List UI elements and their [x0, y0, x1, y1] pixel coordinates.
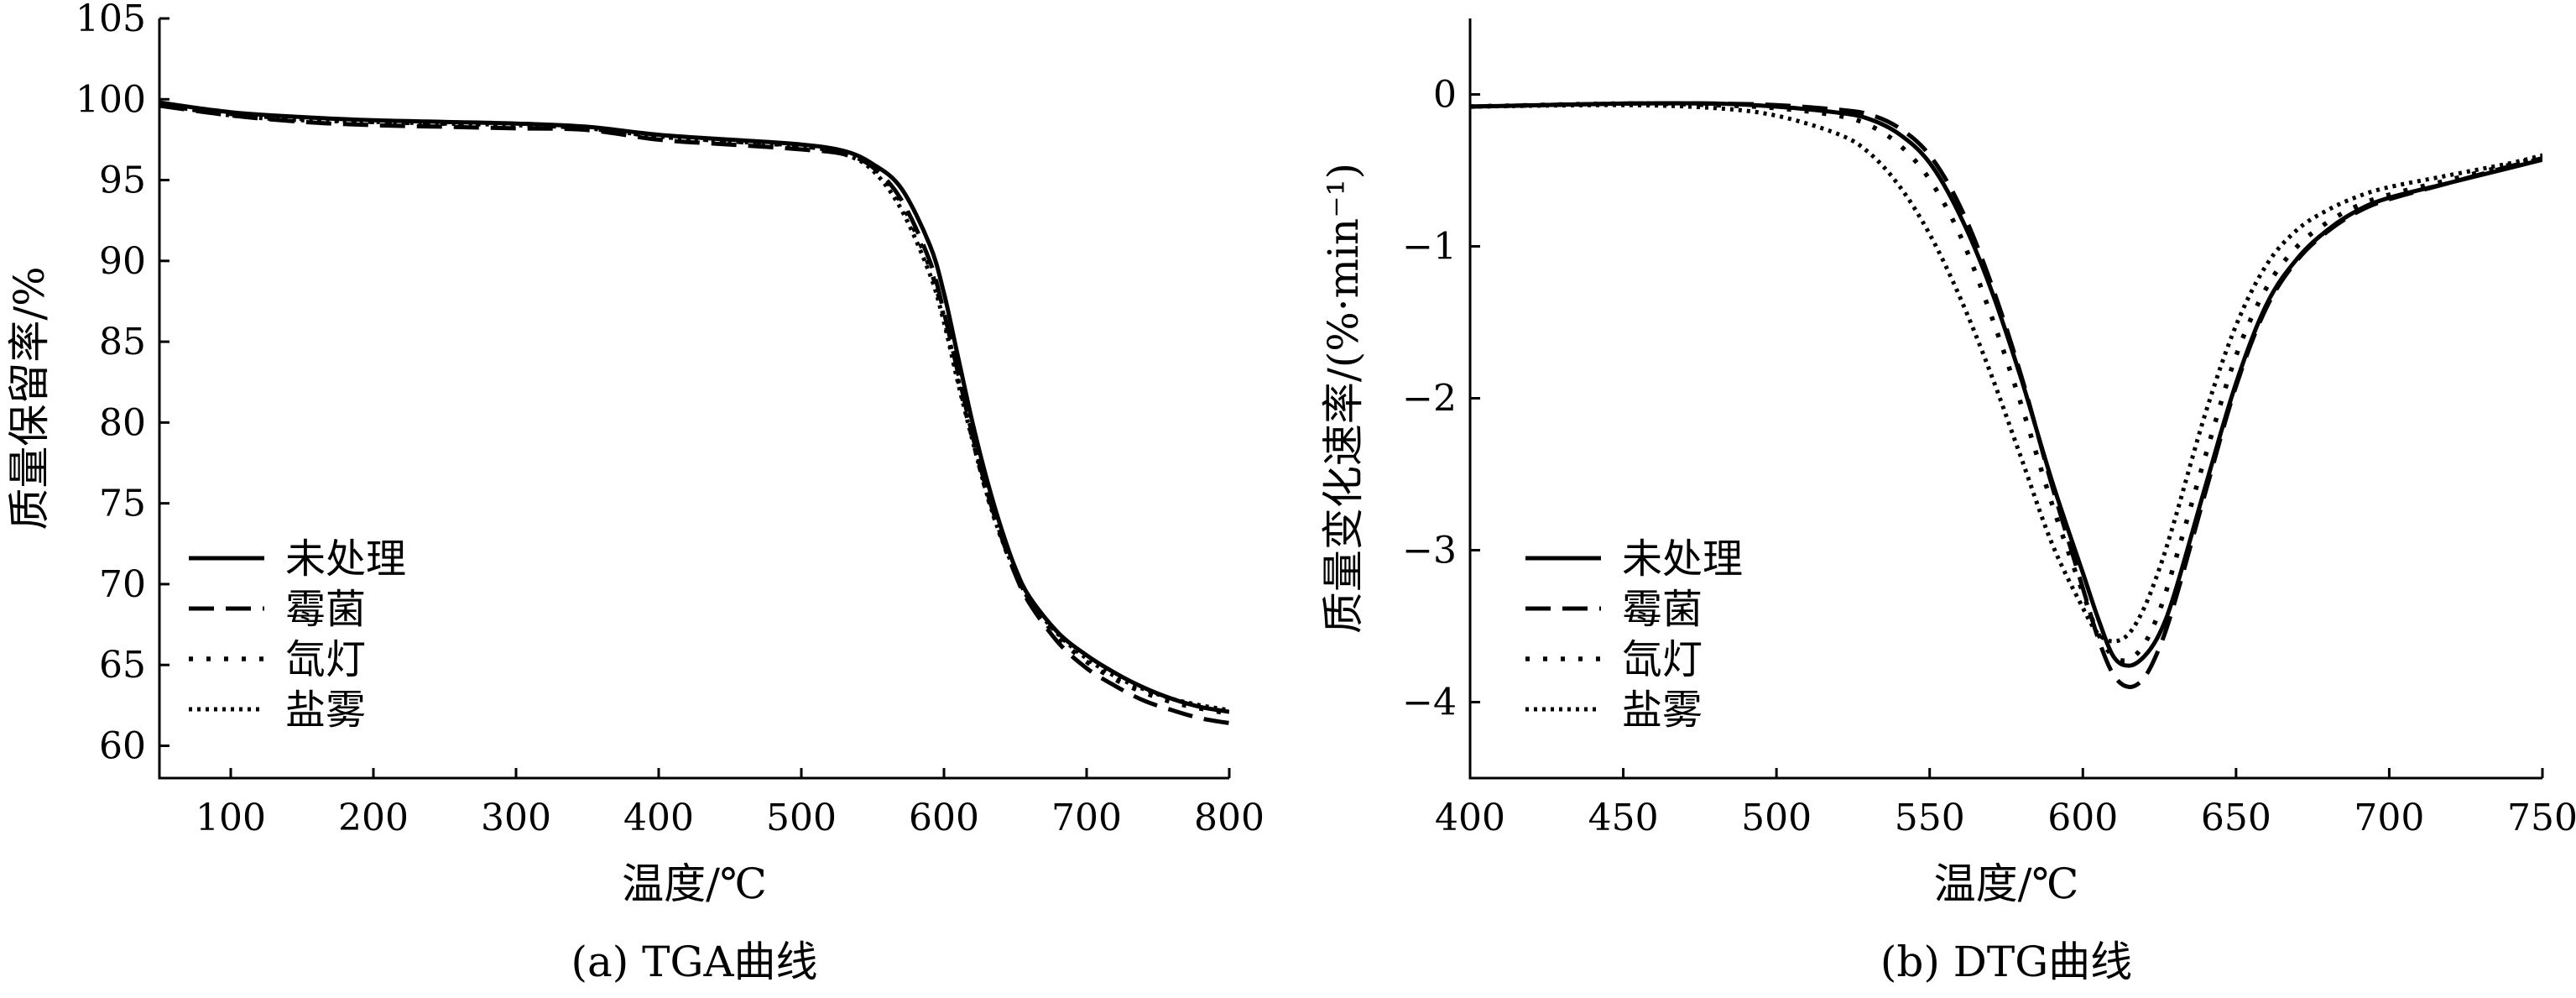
y-axis-title: 质量保留率/%	[5, 266, 54, 530]
y-tick-label: −4	[1402, 682, 1457, 724]
y-tick-label: 60	[99, 724, 146, 767]
y-tick-label: −2	[1402, 378, 1457, 421]
y-tick-label: 105	[76, 0, 146, 40]
series-group	[1470, 101, 2542, 689]
y-axis-title: 质量变化速率/(%·min⁻¹)	[1319, 163, 1368, 634]
series-line-2	[159, 102, 1229, 716]
y-tick-label: 0	[1433, 74, 1457, 117]
x-axis-title: 温度/℃	[1934, 860, 2079, 908]
series-line-2	[1470, 101, 2542, 663]
x-tick-label: 700	[1051, 797, 1122, 839]
legend-label: 氙灯	[285, 636, 366, 683]
legend-label: 霉菌	[1622, 586, 1703, 633]
x-tick-label: 700	[2354, 797, 2424, 839]
legend-label: 霉菌	[285, 586, 366, 633]
y-tick-label: −3	[1402, 530, 1457, 572]
x-tick-label: 500	[766, 797, 837, 839]
chart-caption: (a) TGA曲线	[571, 938, 817, 986]
series-line-3	[1470, 102, 2542, 644]
y-tick-label: 70	[99, 563, 146, 606]
x-tick-label: 800	[1194, 797, 1265, 839]
x-tick-label: 100	[196, 797, 266, 839]
x-tick-label: 200	[338, 797, 409, 839]
axis-lines	[158, 18, 1229, 780]
x-axis-title: 温度/℃	[622, 860, 767, 908]
y-tick-label: 65	[99, 644, 146, 687]
x-tick-label: 450	[1588, 797, 1659, 839]
y-tick-label: 100	[76, 78, 146, 121]
series-line-1	[159, 103, 1229, 725]
x-tick-label: 750	[2507, 797, 2576, 839]
y-tick-label: 85	[99, 321, 146, 363]
series-group	[159, 100, 1229, 725]
legend-label: 未处理	[285, 536, 406, 583]
x-tick-label: 600	[2047, 797, 2118, 839]
y-tick-label: 95	[99, 159, 146, 202]
y-tick-label: −1	[1402, 226, 1457, 269]
series-line-1	[1470, 101, 2542, 689]
series-line-3	[159, 102, 1229, 713]
legend-label: 盐雾	[1622, 687, 1703, 734]
x-tick-label: 550	[1895, 797, 1965, 839]
x-tick-label: 500	[1741, 797, 1812, 839]
x-tick-label: 400	[623, 797, 694, 839]
x-tick-label: 600	[909, 797, 979, 839]
legend-label: 未处理	[1622, 536, 1743, 583]
chart-caption: (b) DTG曲线	[1880, 938, 2132, 986]
chart-panel-tga: 100 200 300 400 500 600 700 800 60 65 70 75 80 85 90 95…	[5, 0, 1265, 986]
y-tick-label: 80	[99, 401, 146, 444]
y-tick-label: 90	[99, 240, 146, 283]
chart-panel-dtg: 400 450 500 550 600 650 700 750 0 −1 −2 −3 −4 温度/℃ 质量变…	[1319, 18, 2576, 986]
x-tick-label: 650	[2201, 797, 2271, 839]
legend-label: 盐雾	[285, 687, 366, 734]
x-tick-label: 400	[1435, 797, 1505, 839]
y-tick-label: 75	[99, 483, 146, 525]
x-tick-label: 300	[481, 797, 551, 839]
legend-label: 氙灯	[1622, 636, 1703, 683]
